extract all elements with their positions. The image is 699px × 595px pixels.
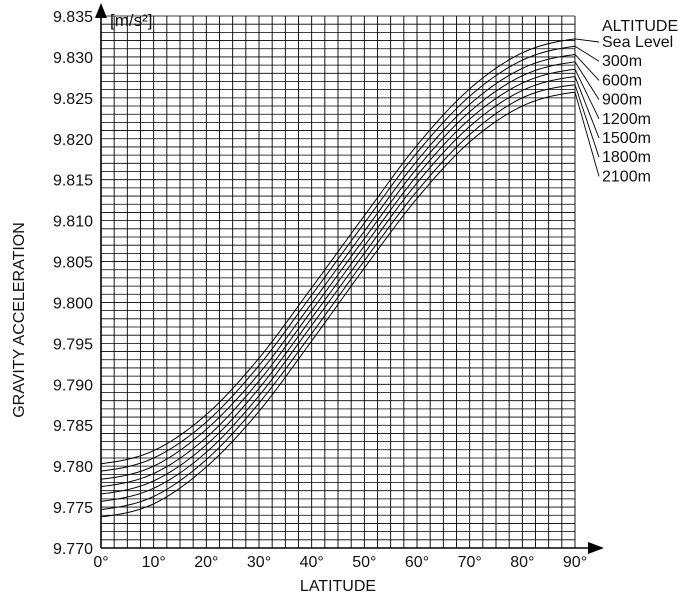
chart-series-lines xyxy=(100,38,600,518)
x-tick-label: 50° xyxy=(352,554,376,571)
legend-leader-line xyxy=(574,61,600,100)
chart-labels: Sea Level 300m 600m 900m 1200m 1500m 1800m 2100… xyxy=(53,9,673,571)
y-tick-label: 9.820 xyxy=(53,132,93,149)
legend-entry: 1500m xyxy=(602,130,651,147)
x-tick-label: 60° xyxy=(405,554,429,571)
y-axis-arrow xyxy=(95,3,107,18)
legend-entry: Sea Level xyxy=(602,34,673,51)
x-tick-label: 20° xyxy=(194,554,218,571)
series-line xyxy=(100,61,576,488)
x-axis-title: LATITUDE xyxy=(300,578,376,595)
series-line xyxy=(100,84,576,511)
x-tick-label: 0° xyxy=(93,554,108,571)
legend-leader-line xyxy=(574,45,600,62)
legend-leader-line xyxy=(574,38,600,43)
legend-entry: 900m xyxy=(602,92,642,109)
x-axis-arrow xyxy=(588,542,604,554)
legend-entry: 2100m xyxy=(602,168,651,185)
x-tick-label: 70° xyxy=(458,554,482,571)
y-tick-label: 9.790 xyxy=(53,377,93,394)
legend-leader-line xyxy=(574,54,600,81)
chart-axes xyxy=(95,3,604,554)
x-tick-label: 40° xyxy=(300,554,324,571)
series-line xyxy=(100,53,576,480)
y-tick-label: 9.800 xyxy=(53,295,93,312)
y-tick-label: 9.830 xyxy=(53,50,93,67)
y-tick-label: 9.810 xyxy=(53,214,93,231)
series-line xyxy=(100,68,576,495)
y-unit-label: [m/s²] xyxy=(110,11,153,30)
series-line xyxy=(100,76,576,502)
series-line xyxy=(100,38,576,465)
y-tick-label: 9.795 xyxy=(53,336,93,353)
y-tick-label: 9.775 xyxy=(53,500,93,517)
legend-leader-line xyxy=(574,69,600,119)
y-tick-label: 9.805 xyxy=(53,255,93,272)
y-axis-title: GRAVITY ACCELERATION xyxy=(11,222,28,418)
legend-leader-line xyxy=(574,76,600,139)
legend-entry: 300m xyxy=(602,53,642,70)
series-line xyxy=(100,91,576,518)
legend-title: ALTITUDE xyxy=(602,18,678,35)
y-tick-label: 9.780 xyxy=(53,459,93,476)
legend-leader-line xyxy=(574,84,600,158)
x-tick-label: 10° xyxy=(142,554,166,571)
x-tick-label: 90° xyxy=(563,554,587,571)
series-line xyxy=(100,45,576,472)
x-tick-label: 80° xyxy=(510,554,534,571)
y-tick-label: 9.835 xyxy=(53,9,93,26)
legend-entry: 1800m xyxy=(602,149,651,166)
x-tick-label: 30° xyxy=(247,554,271,571)
y-tick-label: 9.785 xyxy=(53,418,93,435)
y-tick-label: 9.770 xyxy=(53,541,93,558)
legend-entry: 600m xyxy=(602,72,642,89)
legend-entry: 1200m xyxy=(602,111,651,128)
legend-leader-line xyxy=(574,91,600,177)
y-tick-label: 9.825 xyxy=(53,91,93,108)
y-tick-label: 9.815 xyxy=(53,173,93,190)
